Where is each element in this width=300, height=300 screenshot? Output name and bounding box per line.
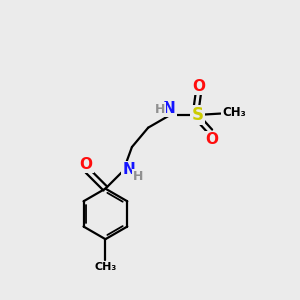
- Text: O: O: [205, 132, 218, 147]
- Text: O: O: [80, 157, 93, 172]
- Text: O: O: [192, 79, 205, 94]
- Text: CH₃: CH₃: [222, 106, 246, 118]
- Text: S: S: [192, 106, 204, 124]
- Text: H: H: [154, 103, 165, 116]
- Text: N: N: [163, 101, 176, 116]
- Text: N: N: [122, 162, 135, 177]
- Text: CH₃: CH₃: [94, 262, 116, 272]
- Text: H: H: [133, 169, 143, 183]
